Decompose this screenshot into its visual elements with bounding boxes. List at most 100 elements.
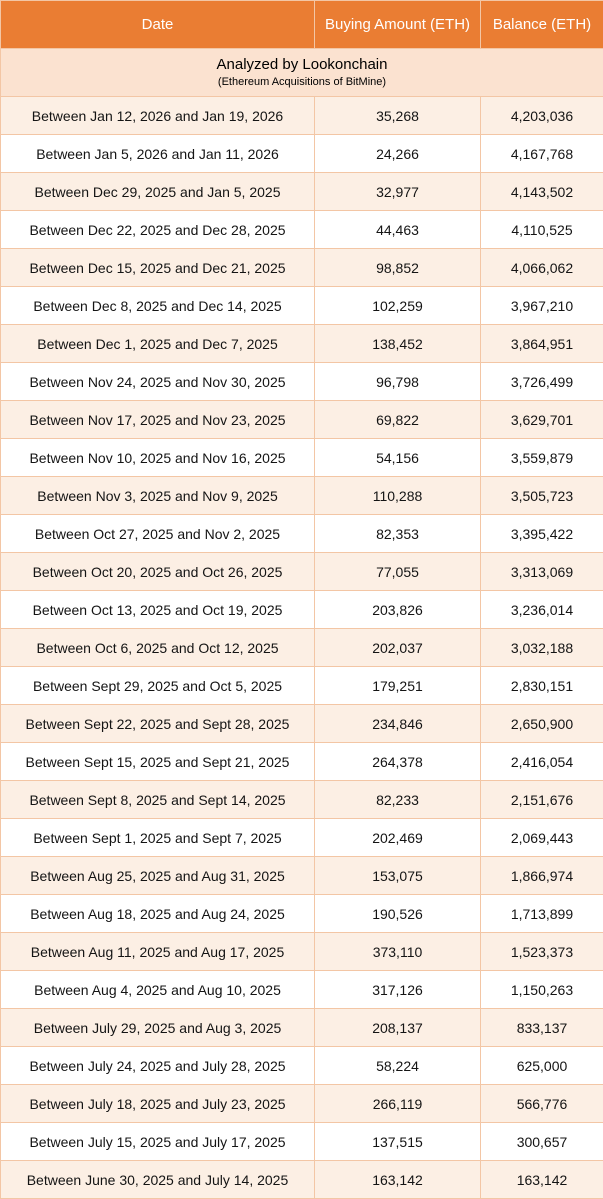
buying-amount-cell: 110,288 xyxy=(314,476,481,515)
date-cell: Between Oct 6, 2025 and Oct 12, 2025 xyxy=(0,628,315,667)
table-row: Between Sept 22, 2025 and Sept 28, 2025 2… xyxy=(0,704,603,743)
date-cell: Between Nov 17, 2025 and Nov 23, 2025 xyxy=(0,400,315,439)
buying-amount-cell: 208,137 xyxy=(314,1008,481,1047)
buying-amount-cell: 82,233 xyxy=(314,780,481,819)
table-row: Between July 15, 2025 and July 17, 2025 1… xyxy=(0,1122,603,1161)
table-row: Between July 29, 2025 and Aug 3, 2025 208… xyxy=(0,1008,603,1047)
date-cell: Between Sept 22, 2025 and Sept 28, 2025 xyxy=(0,704,315,743)
buying-amount-cell: 190,526 xyxy=(314,894,481,933)
buying-amount-cell: 264,378 xyxy=(314,742,481,781)
balance-cell: 2,650,900 xyxy=(480,704,603,743)
balance-cell: 566,776 xyxy=(480,1084,603,1123)
date-cell: Between July 18, 2025 and July 23, 2025 xyxy=(0,1084,315,1123)
table-row: Between Sept 15, 2025 and Sept 21, 2025 2… xyxy=(0,742,603,781)
table-row: Between Aug 4, 2025 and Aug 10, 2025 317,… xyxy=(0,970,603,1009)
table-caption: Analyzed by Lookonchain (Ethereum Acquis… xyxy=(0,48,603,97)
balance-cell: 163,142 xyxy=(480,1160,603,1199)
balance-cell: 625,000 xyxy=(480,1046,603,1085)
date-cell: Between June 30, 2025 and July 14, 2025 xyxy=(0,1160,315,1199)
balance-cell: 4,167,768 xyxy=(480,134,603,173)
table-row: Between Dec 29, 2025 and Jan 5, 2025 32,9… xyxy=(0,172,603,211)
date-cell: Between Oct 13, 2025 and Oct 19, 2025 xyxy=(0,590,315,629)
table-row: Between Sept 29, 2025 and Oct 5, 2025 179… xyxy=(0,666,603,705)
buying-amount-cell: 373,110 xyxy=(314,932,481,971)
balance-cell: 833,137 xyxy=(480,1008,603,1047)
balance-cell: 1,523,373 xyxy=(480,932,603,971)
buying-amount-cell: 96,798 xyxy=(314,362,481,401)
table-row: Between July 24, 2025 and July 28, 2025 5… xyxy=(0,1046,603,1085)
caption-subtitle: (Ethereum Acquisitions of BitMine) xyxy=(217,76,387,88)
column-header-balance: Balance (ETH) xyxy=(480,0,603,49)
balance-cell: 3,629,701 xyxy=(480,400,603,439)
balance-cell: 1,713,899 xyxy=(480,894,603,933)
date-cell: Between Dec 15, 2025 and Dec 21, 2025 xyxy=(0,248,315,287)
table-row: Between Aug 18, 2025 and Aug 24, 2025 190… xyxy=(0,894,603,933)
date-cell: Between Nov 24, 2025 and Nov 30, 2025 xyxy=(0,362,315,401)
date-cell: Between Aug 25, 2025 and Aug 31, 2025 xyxy=(0,856,315,895)
table-row: Between Sept 1, 2025 and Sept 7, 2025 202… xyxy=(0,818,603,857)
table-row: Between Oct 20, 2025 and Oct 26, 2025 77,… xyxy=(0,552,603,591)
column-header-buying-amount: Buying Amount (ETH) xyxy=(314,0,481,49)
column-header-date: Date xyxy=(0,0,315,49)
buying-amount-cell: 203,826 xyxy=(314,590,481,629)
buying-amount-cell: 54,156 xyxy=(314,438,481,477)
table-row: Between Jan 5, 2026 and Jan 11, 2026 24,2… xyxy=(0,134,603,173)
date-cell: Between Aug 11, 2025 and Aug 17, 2025 xyxy=(0,932,315,971)
table-row: Between Dec 22, 2025 and Dec 28, 2025 44,… xyxy=(0,210,603,249)
date-cell: Between Aug 4, 2025 and Aug 10, 2025 xyxy=(0,970,315,1009)
buying-amount-cell: 98,852 xyxy=(314,248,481,287)
table-row: Between Nov 3, 2025 and Nov 9, 2025 110,2… xyxy=(0,476,603,515)
table-body: Between Jan 12, 2026 and Jan 19, 2026 35,… xyxy=(0,96,603,1199)
buying-amount-cell: 44,463 xyxy=(314,210,481,249)
date-cell: Between July 24, 2025 and July 28, 2025 xyxy=(0,1046,315,1085)
table-row: Between June 30, 2025 and July 14, 2025 1… xyxy=(0,1160,603,1199)
table-row: Between Dec 1, 2025 and Dec 7, 2025 138,4… xyxy=(0,324,603,363)
buying-amount-cell: 163,142 xyxy=(314,1160,481,1199)
balance-cell: 3,236,014 xyxy=(480,590,603,629)
buying-amount-cell: 35,268 xyxy=(314,96,481,135)
table-row: Between Sept 8, 2025 and Sept 14, 2025 82… xyxy=(0,780,603,819)
date-cell: Between Sept 15, 2025 and Sept 21, 2025 xyxy=(0,742,315,781)
balance-cell: 3,395,422 xyxy=(480,514,603,553)
balance-cell: 3,967,210 xyxy=(480,286,603,325)
balance-cell: 4,110,525 xyxy=(480,210,603,249)
date-cell: Between Nov 3, 2025 and Nov 9, 2025 xyxy=(0,476,315,515)
date-cell: Between July 29, 2025 and Aug 3, 2025 xyxy=(0,1008,315,1047)
date-cell: Between Dec 1, 2025 and Dec 7, 2025 xyxy=(0,324,315,363)
table-row: Between Aug 11, 2025 and Aug 17, 2025 373… xyxy=(0,932,603,971)
balance-cell: 4,203,036 xyxy=(480,96,603,135)
buying-amount-cell: 266,119 xyxy=(314,1084,481,1123)
balance-cell: 4,143,502 xyxy=(480,172,603,211)
table-row: Between July 18, 2025 and July 23, 2025 2… xyxy=(0,1084,603,1123)
buying-amount-cell: 234,846 xyxy=(314,704,481,743)
table-row: Between Nov 24, 2025 and Nov 30, 2025 96,… xyxy=(0,362,603,401)
date-cell: Between July 15, 2025 and July 17, 2025 xyxy=(0,1122,315,1161)
table-row: Between Oct 27, 2025 and Nov 2, 2025 82,3… xyxy=(0,514,603,553)
buying-amount-cell: 137,515 xyxy=(314,1122,481,1161)
date-cell: Between Jan 12, 2026 and Jan 19, 2026 xyxy=(0,96,315,135)
buying-amount-cell: 202,469 xyxy=(314,818,481,857)
buying-amount-cell: 179,251 xyxy=(314,666,481,705)
buying-amount-cell: 69,822 xyxy=(314,400,481,439)
buying-amount-cell: 58,224 xyxy=(314,1046,481,1085)
date-cell: Between Dec 8, 2025 and Dec 14, 2025 xyxy=(0,286,315,325)
date-cell: Between Sept 29, 2025 and Oct 5, 2025 xyxy=(0,666,315,705)
balance-cell: 300,657 xyxy=(480,1122,603,1161)
header-row: Date Buying Amount (ETH) Balance (ETH) xyxy=(0,0,603,49)
date-cell: Between Oct 20, 2025 and Oct 26, 2025 xyxy=(0,552,315,591)
balance-cell: 3,032,188 xyxy=(480,628,603,667)
buying-amount-cell: 77,055 xyxy=(314,552,481,591)
buying-amount-cell: 82,353 xyxy=(314,514,481,553)
table-row: Between Nov 10, 2025 and Nov 16, 2025 54,… xyxy=(0,438,603,477)
date-cell: Between Dec 29, 2025 and Jan 5, 2025 xyxy=(0,172,315,211)
balance-cell: 3,726,499 xyxy=(480,362,603,401)
balance-cell: 2,069,443 xyxy=(480,818,603,857)
table-row: Between Aug 25, 2025 and Aug 31, 2025 153… xyxy=(0,856,603,895)
caption-row: Analyzed by Lookonchain (Ethereum Acquis… xyxy=(0,48,603,97)
date-cell: Between Dec 22, 2025 and Dec 28, 2025 xyxy=(0,210,315,249)
balance-cell: 1,866,974 xyxy=(480,856,603,895)
buying-amount-cell: 32,977 xyxy=(314,172,481,211)
date-cell: Between Aug 18, 2025 and Aug 24, 2025 xyxy=(0,894,315,933)
balance-cell: 2,151,676 xyxy=(480,780,603,819)
